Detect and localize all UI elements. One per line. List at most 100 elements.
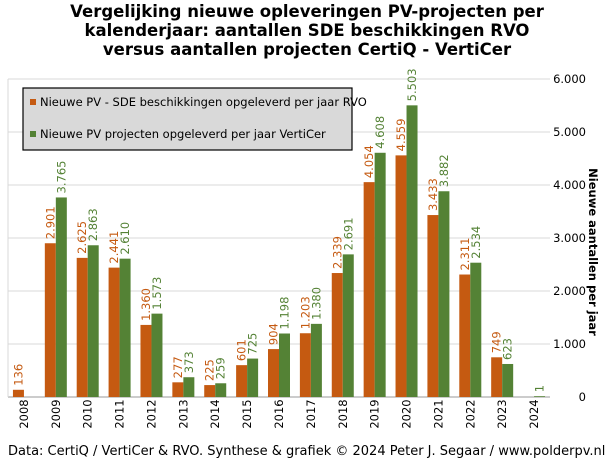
bar [299,333,311,397]
x-tick-label: 2008 [17,399,31,428]
bar [76,257,88,397]
bar [470,262,482,397]
y-tick-label: 1.000 [553,337,586,351]
x-axis-ticks: 2008 2009 2010 2011 2012 2013 2014 2015 2016 2017… [17,399,541,428]
bar [183,377,195,397]
data-label: 5.503 [405,68,419,101]
legend: Nieuwe PV - SDE beschikkingen opgeleverd… [22,87,367,151]
bar [342,254,354,397]
data-label: 1 [533,385,547,392]
bar [438,191,450,397]
y-axis-label: Nieuwe aantallen per jaar [586,168,600,336]
legend-swatch-verticer [30,131,36,137]
bar [247,358,259,397]
x-tick-label: 2018 [336,399,350,428]
bar [151,313,163,397]
bar [204,385,216,397]
y-tick-label: 2.000 [553,284,586,298]
x-tick-label: 2020 [400,399,414,428]
x-tick-label: 2014 [208,399,222,428]
x-tick-label: 2024 [527,399,541,428]
data-label: 373 [182,351,196,373]
bar [268,349,279,397]
legend-label-rvo: Nieuwe PV - SDE beschikkingen opgeleverd… [40,95,367,109]
bar [427,215,439,397]
data-label: 2.691 [341,217,355,250]
x-tick-label: 2022 [463,399,477,428]
x-tick-label: 2016 [272,399,286,428]
bar [534,396,546,397]
x-tick-label: 2015 [240,399,254,428]
data-label: 4.054 [362,145,376,178]
bar [395,155,407,397]
y-tick-label: 0 [579,390,586,404]
y-tick-label: 5.000 [553,125,586,139]
y-tick-label: 6.000 [553,72,586,86]
bar [108,267,120,397]
chart-title: Vergelijking nieuwe opleveringen PV-proj… [0,2,614,59]
data-label: 2.610 [118,222,132,255]
y-tick-label: 4.000 [553,178,586,192]
data-label: 2.625 [75,221,89,254]
data-label: 749 [490,331,504,353]
data-label: 3.433 [426,178,440,211]
bar-chart: 1362.9013.7652.6252.8632.4412.6101.3601.… [7,68,600,429]
data-label: 1.198 [278,297,292,330]
bar [279,333,290,397]
data-label: 277 [171,356,185,378]
chart-title-line-1: Vergelijking nieuwe opleveringen PV-proj… [70,2,544,21]
legend-swatch-rvo [30,99,36,105]
bar [140,324,152,397]
bar [236,365,248,397]
data-label: 601 [235,339,249,361]
bar [310,323,322,397]
bar [172,382,184,397]
bar [363,182,375,397]
x-tick-label: 2013 [176,399,190,428]
data-label: 4.608 [373,116,387,149]
data-label: 1.380 [309,287,323,320]
bar [12,389,24,397]
x-tick-label: 2009 [49,399,63,428]
x-tick-label: 2010 [81,399,95,428]
bar [374,152,386,397]
bar [55,197,67,397]
bar [215,383,227,397]
data-label: 225 [203,359,217,381]
data-label: 136 [11,364,25,386]
data-label: 259 [214,357,228,379]
data-label: 1.573 [150,277,164,310]
data-label: 4.559 [394,118,408,151]
x-tick-label: 2019 [368,399,382,428]
data-label: 2.863 [86,208,100,241]
x-tick-label: 2012 [144,399,158,428]
data-label: 2.339 [330,236,344,269]
x-tick-label: 2017 [304,399,318,428]
bar [406,105,418,397]
data-labels: 1362.9013.7652.6252.8632.4412.6101.3601.… [11,68,546,392]
data-label: 2.901 [43,206,57,239]
legend-box [22,87,353,151]
data-label: 623 [501,338,515,360]
bar [44,243,56,397]
bar [119,258,131,397]
data-label: 3.765 [54,161,68,194]
bar [87,245,99,397]
x-tick-label: 2023 [495,399,509,428]
data-label: 2.441 [107,231,121,264]
chart-title-line-3: versus aantallen projecten CertiQ - Vert… [102,40,512,59]
bars [12,105,546,397]
data-label: 725 [246,333,260,355]
bar [491,357,503,397]
data-label: 3.882 [437,154,451,187]
legend-label-verticer: Nieuwe PV projecten opgeleverd per jaar … [40,127,326,141]
bar [502,363,514,397]
data-label: 904 [267,323,281,345]
x-tick-label: 2021 [431,399,445,428]
data-label: 1.203 [298,296,312,329]
x-tick-label: 2011 [113,399,127,428]
y-axis-ticks: 0 1.000 2.000 3.000 4.000 5.000 6.000 [553,72,586,404]
y-tick-label: 3.000 [553,231,586,245]
chart-title-line-2: kalenderjaar: aantallen SDE beschikkinge… [84,21,530,40]
footer-source: Data: CertiQ / VertiCer & RVO. Synthese … [8,444,606,459]
